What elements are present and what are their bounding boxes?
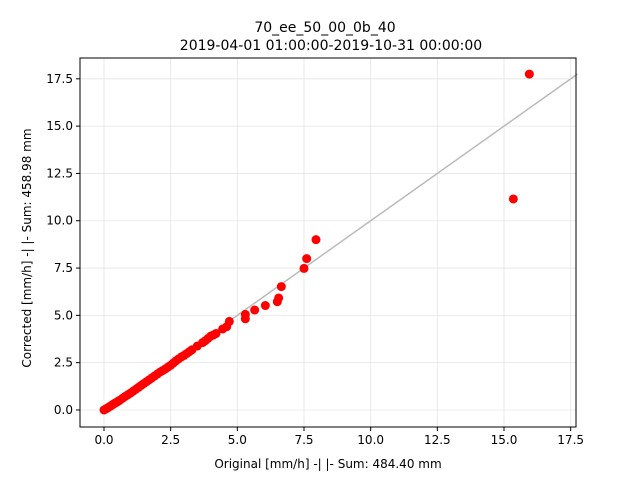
x-tick-label: 17.5 — [557, 433, 584, 447]
y-tick-label: 0.0 — [54, 403, 73, 417]
x-tick-label: 7.5 — [294, 433, 313, 447]
plot-frame — [79, 57, 577, 428]
data-point — [302, 254, 312, 264]
y-tick-label: 2.5 — [54, 356, 73, 370]
y-tick-label: 10.0 — [46, 214, 73, 228]
y-tick-label: 5.0 — [54, 308, 73, 322]
data-point — [524, 69, 534, 79]
x-tick-label: 10.0 — [357, 433, 384, 447]
data-point — [240, 309, 250, 319]
data-point — [250, 305, 260, 315]
x-axis-ticks: 0.0 2.5 5.0 7.5 10.0 12.5 15.0 17.5 — [94, 427, 584, 447]
grid-lines — [80, 58, 576, 427]
x-tick-label: 2.5 — [161, 433, 180, 447]
x-tick-label: 15.0 — [491, 433, 518, 447]
chart-title: 70_ee_50_00_0b_40 — [254, 20, 395, 36]
data-point — [311, 235, 321, 245]
data-point — [276, 282, 286, 292]
data-point — [508, 194, 518, 204]
x-axis-label: Original [mm/h] -| |- Sum: 484.40 mm — [214, 457, 441, 471]
y-tick-label: 7.5 — [54, 261, 73, 275]
data-point — [299, 263, 309, 273]
data-points — [99, 69, 534, 415]
y-axis-ticks: 0.0 2.5 5.0 7.5 10.0 12.5 15.0 17.5 — [46, 72, 80, 417]
x-tick-label: 12.5 — [424, 433, 451, 447]
data-point — [260, 301, 270, 311]
y-axis-label: Corrected [mm/h] -| |- Sum: 458.98 mm — [20, 128, 34, 367]
y-tick-label: 17.5 — [46, 72, 73, 86]
y-tick-label: 15.0 — [46, 119, 73, 133]
x-tick-label: 5.0 — [228, 433, 247, 447]
x-tick-label: 0.0 — [94, 433, 113, 447]
data-point — [274, 293, 284, 303]
data-point — [224, 316, 234, 326]
chart-subtitle: 2019-04-01 01:00:00-2019-10-31 00:00:00 — [180, 38, 482, 54]
y-tick-label: 12.5 — [46, 166, 73, 180]
data-point — [211, 329, 221, 339]
